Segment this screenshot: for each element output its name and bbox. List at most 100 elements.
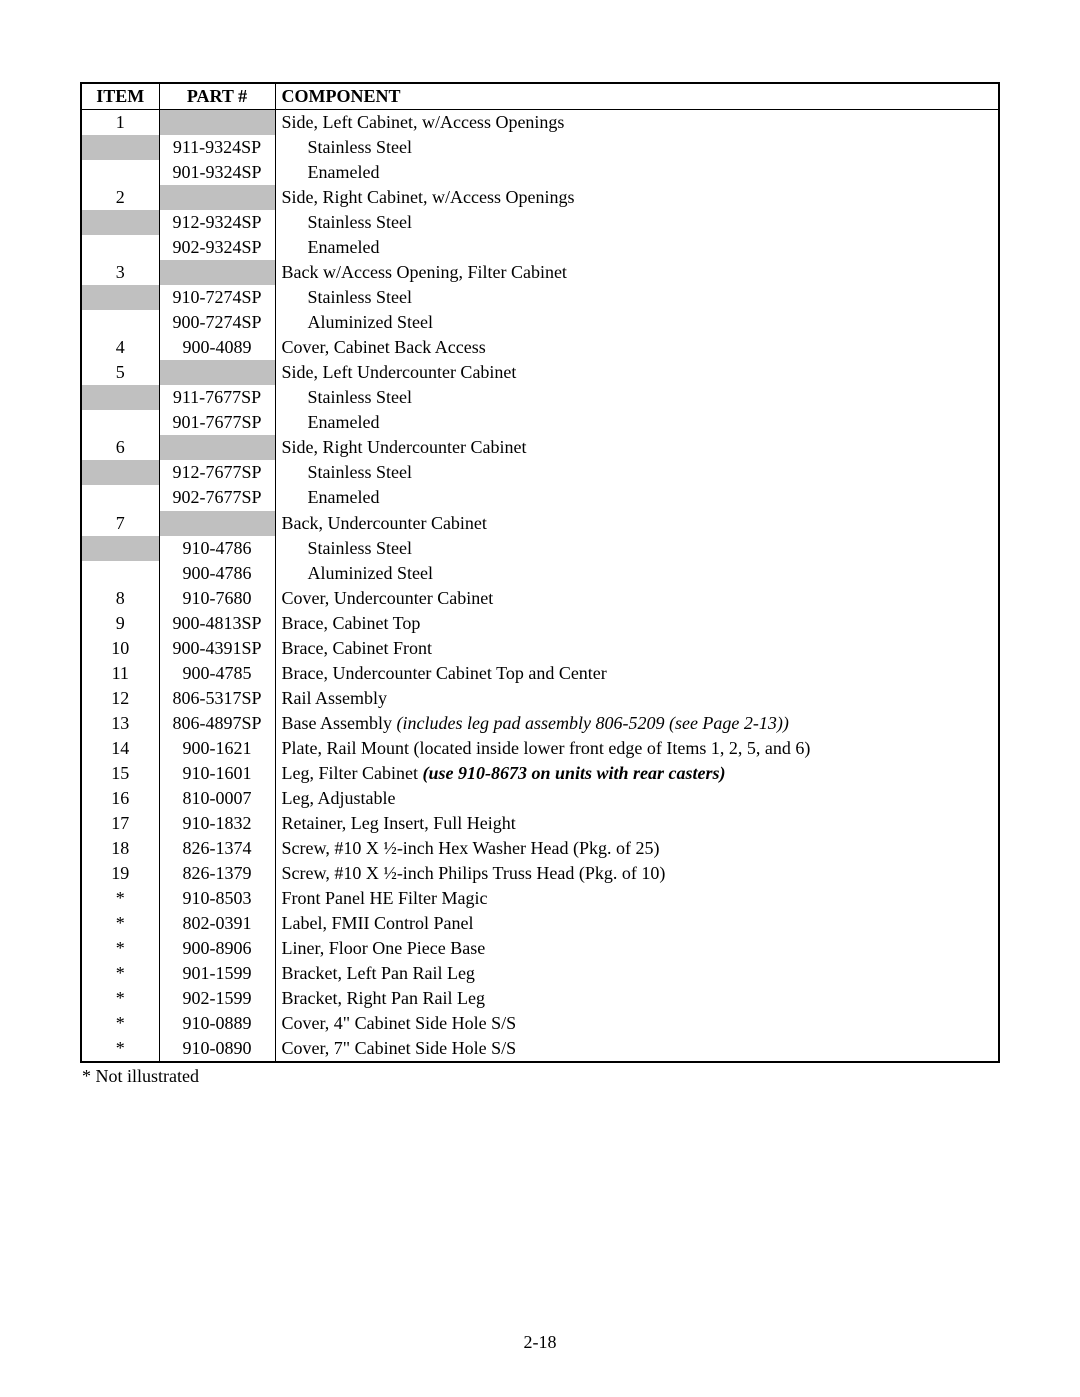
cell-item: *: [81, 911, 159, 936]
cell-item: 4: [81, 335, 159, 360]
cell-item: 9: [81, 611, 159, 636]
table-row: 901-7677SPEnameled: [81, 410, 999, 435]
cell-part: 902-1599: [159, 986, 275, 1011]
table-row: 10900-4391SPBrace, Cabinet Front: [81, 636, 999, 661]
cell-item: 8: [81, 586, 159, 611]
cell-part: [159, 511, 275, 536]
cell-component: Enameled: [275, 410, 999, 435]
cell-part: 806-5317SP: [159, 686, 275, 711]
cell-part: 911-7677SP: [159, 385, 275, 410]
cell-item: 13: [81, 711, 159, 736]
cell-component: Bracket, Right Pan Rail Leg: [275, 986, 999, 1011]
table-row: 5Side, Left Undercounter Cabinet: [81, 360, 999, 385]
header-component: COMPONENT: [275, 83, 999, 110]
cell-component: Enameled: [275, 235, 999, 260]
table-row: 8910-7680Cover, Undercounter Cabinet: [81, 586, 999, 611]
cell-component: Leg, Adjustable: [275, 786, 999, 811]
cell-item: 19: [81, 861, 159, 886]
cell-component: Stainless Steel: [275, 460, 999, 485]
cell-part: 900-7274SP: [159, 310, 275, 335]
cell-part: 910-4786: [159, 536, 275, 561]
table-row: 4900-4089Cover, Cabinet Back Access: [81, 335, 999, 360]
cell-part: [159, 185, 275, 210]
table-row: *900-8906Liner, Floor One Piece Base: [81, 936, 999, 961]
cell-part: 901-9324SP: [159, 160, 275, 185]
cell-item: [81, 385, 159, 410]
table-row: *910-0890Cover, 7" Cabinet Side Hole S/S: [81, 1036, 999, 1062]
table-row: 900-7274SPAluminized Steel: [81, 310, 999, 335]
table-row: 14900-1621Plate, Rail Mount (located ins…: [81, 736, 999, 761]
cell-part: 900-4391SP: [159, 636, 275, 661]
cell-component: Plate, Rail Mount (located inside lower …: [275, 736, 999, 761]
cell-component: Cover, 7" Cabinet Side Hole S/S: [275, 1036, 999, 1062]
cell-item: [81, 285, 159, 310]
cell-component: Back, Undercounter Cabinet: [275, 511, 999, 536]
cell-part: [159, 435, 275, 460]
table-row: 911-7677SPStainless Steel: [81, 385, 999, 410]
table-row: 910-4786Stainless Steel: [81, 536, 999, 561]
cell-component: Screw, #10 X ½-inch Hex Washer Head (Pkg…: [275, 836, 999, 861]
cell-part: 912-7677SP: [159, 460, 275, 485]
table-row: 2 Side, Right Cabinet, w/Access Openings: [81, 185, 999, 210]
cell-item: 11: [81, 661, 159, 686]
cell-part: 900-4813SP: [159, 611, 275, 636]
cell-item: *: [81, 986, 159, 1011]
table-row: 11900-4785Brace, Undercounter Cabinet To…: [81, 661, 999, 686]
table-row: 912-9324SPStainless Steel: [81, 210, 999, 235]
cell-item: 16: [81, 786, 159, 811]
cell-item: 14: [81, 736, 159, 761]
table-row: 911-9324SPStainless Steel: [81, 135, 999, 160]
cell-part: [159, 110, 275, 136]
cell-component: Enameled: [275, 485, 999, 510]
cell-item: 17: [81, 811, 159, 836]
cell-item: [81, 410, 159, 435]
cell-component: Bracket, Left Pan Rail Leg: [275, 961, 999, 986]
cell-part: 912-9324SP: [159, 210, 275, 235]
cell-item: *: [81, 961, 159, 986]
parts-table: ITEM PART # COMPONENT 1Side, Left Cabine…: [80, 82, 1000, 1063]
table-row: 18826-1374Screw, #10 X ½-inch Hex Washer…: [81, 836, 999, 861]
cell-component: Stainless Steel: [275, 210, 999, 235]
cell-item: *: [81, 1036, 159, 1062]
cell-part: 810-0007: [159, 786, 275, 811]
table-row: 910-7274SPStainless Steel: [81, 285, 999, 310]
cell-item: 2: [81, 185, 159, 210]
cell-part: 802-0391: [159, 911, 275, 936]
cell-component: Cover, 4" Cabinet Side Hole S/S: [275, 1011, 999, 1036]
table-row: *901-1599Bracket, Left Pan Rail Leg: [81, 961, 999, 986]
cell-part: 900-8906: [159, 936, 275, 961]
cell-part: 910-0890: [159, 1036, 275, 1062]
cell-item: [81, 235, 159, 260]
cell-part: 910-7274SP: [159, 285, 275, 310]
cell-item: 15: [81, 761, 159, 786]
cell-component: Screw, #10 X ½-inch Philips Truss Head (…: [275, 861, 999, 886]
cell-item: [81, 485, 159, 510]
cell-item: 6: [81, 435, 159, 460]
cell-part: 902-9324SP: [159, 235, 275, 260]
table-row: 12806-5317SPRail Assembly: [81, 686, 999, 711]
cell-item: 5: [81, 360, 159, 385]
table-row: 13806-4897SPBase Assembly (includes leg …: [81, 711, 999, 736]
table-body: 1Side, Left Cabinet, w/Access Openings91…: [81, 110, 999, 1063]
cell-part: 910-7680: [159, 586, 275, 611]
cell-item: 3: [81, 260, 159, 285]
cell-item: [81, 135, 159, 160]
footnote-text: * Not illustrated: [80, 1063, 1000, 1087]
cell-component: Stainless Steel: [275, 285, 999, 310]
cell-component: Cover, Undercounter Cabinet: [275, 586, 999, 611]
cell-component: Side, Right Cabinet, w/Access Openings: [275, 185, 999, 210]
cell-component: Cover, Cabinet Back Access: [275, 335, 999, 360]
cell-component: Leg, Filter Cabinet (use 910-8673 on uni…: [275, 761, 999, 786]
cell-part: 911-9324SP: [159, 135, 275, 160]
cell-item: *: [81, 936, 159, 961]
table-row: 7 Back, Undercounter Cabinet: [81, 511, 999, 536]
cell-part: 900-4785: [159, 661, 275, 686]
cell-component: Aluminized Steel: [275, 310, 999, 335]
cell-item: [81, 310, 159, 335]
table-row: 1 Side, Left Cabinet, w/Access Openings: [81, 110, 999, 136]
cell-item: 1: [81, 110, 159, 136]
cell-item: 18: [81, 836, 159, 861]
cell-component: Side, Left Cabinet, w/Access Openings: [275, 110, 999, 136]
table-row: 900-4786Aluminized Steel: [81, 561, 999, 586]
cell-item: 7: [81, 511, 159, 536]
